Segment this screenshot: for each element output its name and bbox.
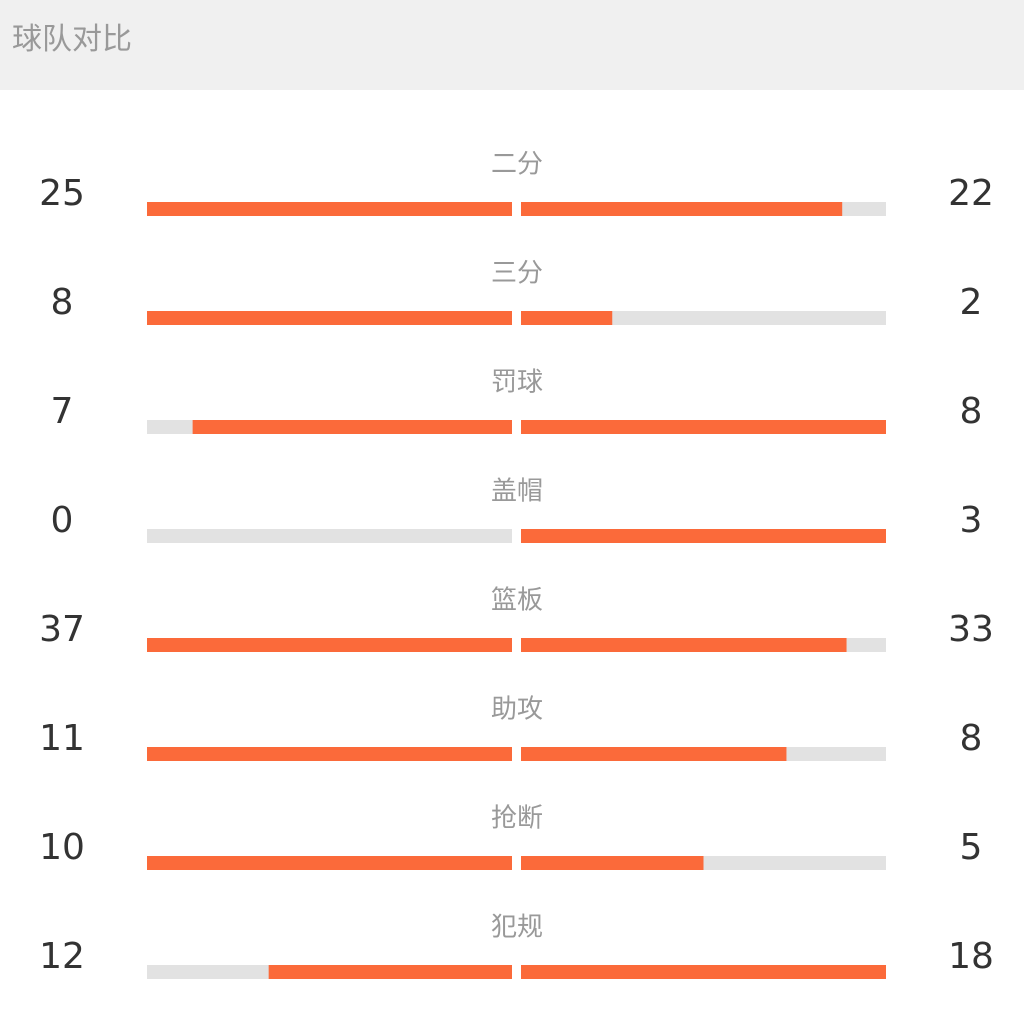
right-value: 18 xyxy=(948,936,994,977)
stat-label: 抢断 xyxy=(491,804,543,834)
stat-label: 盖帽 xyxy=(491,477,543,507)
stat-label: 篮板 xyxy=(491,586,543,616)
right-bar xyxy=(521,311,613,325)
left-value: 25 xyxy=(39,173,85,214)
right-value: 8 xyxy=(960,391,983,432)
left-value: 12 xyxy=(39,936,85,977)
right-bar xyxy=(521,202,843,216)
right-value: 2 xyxy=(960,282,983,323)
left-value: 8 xyxy=(51,282,74,323)
stat-label: 罚球 xyxy=(491,368,543,398)
right-bar xyxy=(521,747,787,761)
left-bar xyxy=(147,202,512,216)
left-bar xyxy=(268,965,512,979)
right-value: 3 xyxy=(960,500,983,541)
left-bar xyxy=(147,638,512,652)
stat-label: 二分 xyxy=(491,150,543,180)
left-value: 37 xyxy=(39,609,85,650)
left-bar xyxy=(147,747,512,761)
right-bar xyxy=(521,420,886,434)
left-bar xyxy=(192,420,512,434)
right-value: 22 xyxy=(948,173,994,214)
stat-label: 三分 xyxy=(491,259,543,289)
left-value: 11 xyxy=(39,718,85,759)
right-bar xyxy=(521,638,847,652)
left-value: 7 xyxy=(51,391,74,432)
stat-label: 犯规 xyxy=(491,913,543,943)
header: 球队对比 xyxy=(0,0,1024,90)
right-bar xyxy=(521,529,886,543)
left-value: 10 xyxy=(39,827,85,868)
left-value: 0 xyxy=(51,500,74,541)
right-value: 33 xyxy=(948,609,994,650)
stat-label: 助攻 xyxy=(491,695,543,725)
header-title: 球队对比 xyxy=(12,22,132,57)
comparison: 二分 25 22 三分 8 2 罚球 7 8 盖帽 0 3 篮板 37 33 助攻 11 8 抢断 10 5 犯规 12 18 xyxy=(39,150,994,979)
left-bar xyxy=(147,311,512,325)
right-value: 5 xyxy=(960,827,983,868)
bar-track xyxy=(147,529,512,543)
right-bar xyxy=(521,856,704,870)
right-value: 8 xyxy=(960,718,983,759)
right-bar xyxy=(521,965,886,979)
left-bar xyxy=(147,856,512,870)
